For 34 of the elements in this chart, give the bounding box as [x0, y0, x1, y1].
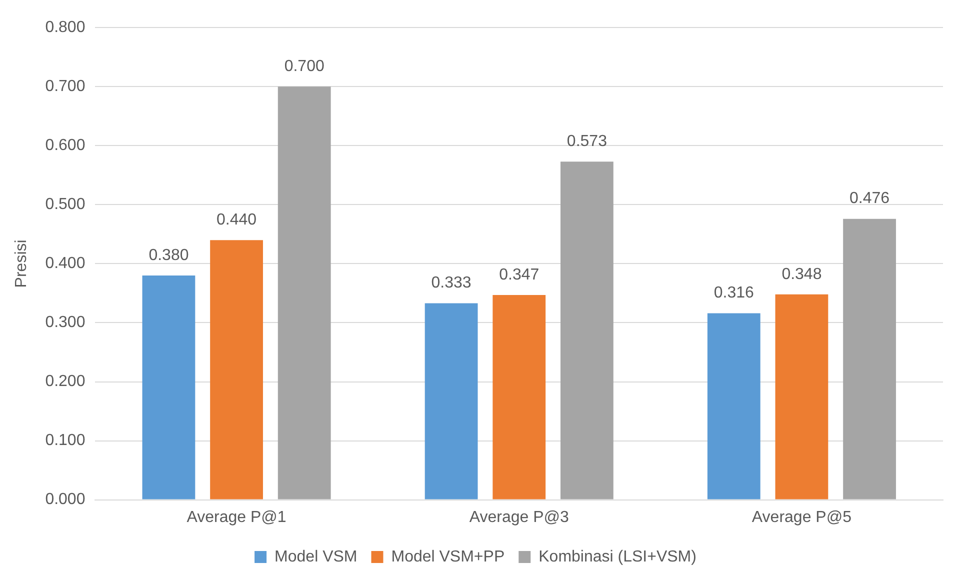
y-tick-label: 0.000 — [45, 491, 86, 508]
y-tick-label: 0.600 — [45, 137, 86, 154]
bar — [278, 86, 331, 500]
data-label: 0.316 — [714, 284, 754, 302]
bar — [142, 276, 196, 500]
data-label: 0.700 — [284, 58, 324, 76]
y-tick-label: 0.700 — [45, 78, 86, 96]
data-label: 0.347 — [499, 266, 540, 284]
x-tick-label: Average P@5 — [752, 508, 852, 526]
x-tick-label: Average P@3 — [469, 508, 569, 526]
bar — [424, 303, 478, 500]
y-tick-label: 0.200 — [45, 373, 86, 390]
bar — [843, 218, 896, 500]
data-label: 0.333 — [431, 274, 472, 292]
bar — [210, 240, 263, 500]
legend-label: Model VSM — [274, 548, 358, 566]
y-tick-label: 0.500 — [45, 196, 86, 214]
y-axis-title: Presisi — [13, 240, 30, 288]
y-tick-label: 0.100 — [45, 432, 86, 450]
y-tick-label: 0.400 — [45, 255, 86, 272]
bar — [707, 313, 760, 500]
bar — [560, 162, 614, 500]
data-label: 0.380 — [148, 246, 189, 264]
data-label: 0.573 — [566, 132, 608, 150]
data-label: 0.476 — [850, 190, 890, 208]
legend-label: Kombinasi (LSI+VSM) — [538, 548, 696, 566]
y-tick-label: 0.800 — [45, 19, 86, 36]
y-tick-label: 0.300 — [45, 314, 86, 332]
legend-label: Model VSM+PP — [391, 548, 505, 566]
data-label: 0.348 — [782, 266, 822, 283]
bar — [775, 294, 828, 500]
bar — [492, 294, 546, 500]
x-tick-label: Average P@1 — [186, 508, 286, 526]
data-label: 0.440 — [216, 211, 257, 228]
